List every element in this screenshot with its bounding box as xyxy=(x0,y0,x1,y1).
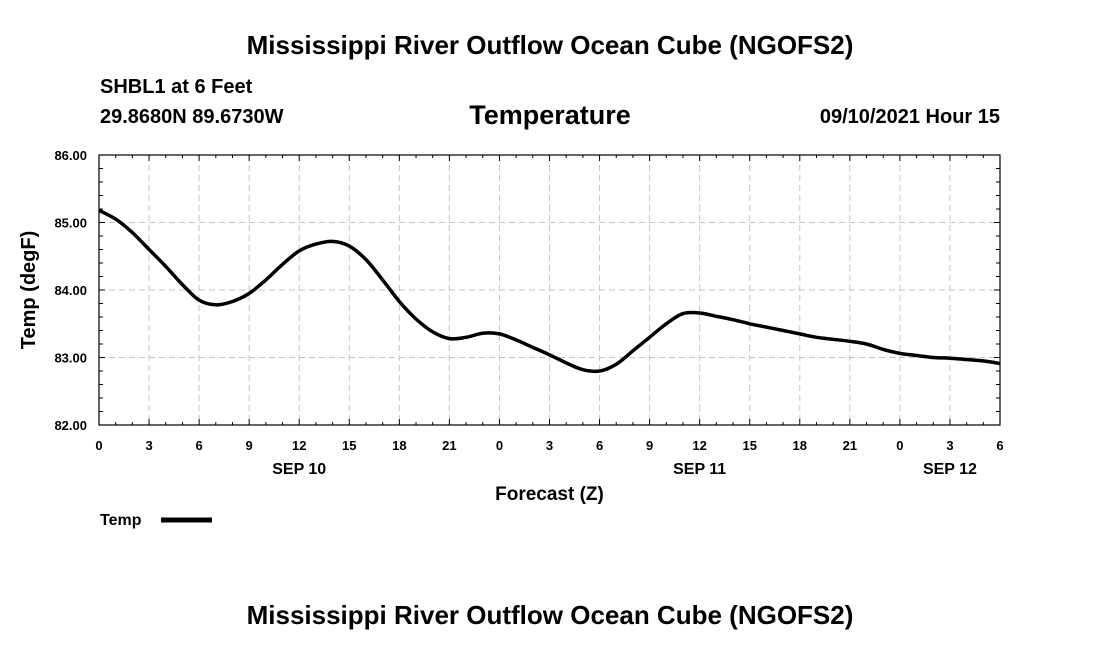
data-point xyxy=(816,337,817,338)
x-tick-label: 18 xyxy=(392,438,406,453)
data-point xyxy=(666,323,667,324)
x-tick-label: 3 xyxy=(946,438,953,453)
x-tick-label: 15 xyxy=(342,438,356,453)
x-tick-label: 0 xyxy=(95,438,102,453)
data-point xyxy=(399,301,400,302)
station-name: SHBL1 at 6 Feet xyxy=(100,76,253,98)
data-point xyxy=(883,349,884,350)
data-point xyxy=(1000,363,1001,364)
x-tick-label: 21 xyxy=(843,438,857,453)
data-point xyxy=(249,293,250,294)
date-label: SEP 11 xyxy=(673,461,726,478)
x-tick-label: 12 xyxy=(692,438,706,453)
data-point xyxy=(616,364,617,365)
y-axis-label: Temp (degF) xyxy=(18,231,40,350)
data-point xyxy=(866,344,867,345)
data-point xyxy=(632,350,633,351)
data-point xyxy=(99,210,100,211)
data-point xyxy=(966,359,967,360)
x-tick-label: 9 xyxy=(646,438,653,453)
main-title: Mississippi River Outflow Ocean Cube (NG… xyxy=(246,30,854,60)
data-point xyxy=(599,371,600,372)
data-point xyxy=(783,330,784,331)
data-point xyxy=(766,327,767,328)
data-point xyxy=(933,357,934,358)
data-point xyxy=(232,301,233,302)
data-point xyxy=(315,244,316,245)
date-label: SEP 10 xyxy=(272,461,326,478)
data-point xyxy=(799,333,800,334)
data-point xyxy=(265,279,266,280)
data-point xyxy=(532,347,533,348)
data-point xyxy=(449,338,450,339)
legend-label: Temp xyxy=(100,512,142,529)
x-tick-label: 15 xyxy=(742,438,756,453)
data-point xyxy=(833,339,834,340)
data-point xyxy=(949,358,950,359)
data-point xyxy=(699,312,700,313)
data-point xyxy=(132,232,133,233)
y-tick-label: 84.00 xyxy=(54,283,87,298)
data-point xyxy=(165,266,166,267)
data-point xyxy=(733,319,734,320)
data-point xyxy=(983,360,984,361)
x-tick-label: 21 xyxy=(442,438,456,453)
x-tick-label: 3 xyxy=(546,438,553,453)
data-point xyxy=(199,300,200,301)
footer-title: Mississippi River Outflow Ocean Cube (NG… xyxy=(246,600,854,630)
data-point xyxy=(466,337,467,338)
x-tick-label: 6 xyxy=(996,438,1003,453)
x-tick-label: 6 xyxy=(596,438,603,453)
chart-title: Temperature xyxy=(469,100,631,130)
date-label: SEP 12 xyxy=(923,461,977,478)
data-point xyxy=(432,331,433,332)
x-tick-label: 6 xyxy=(195,438,202,453)
data-point xyxy=(349,246,350,247)
data-point xyxy=(215,304,216,305)
data-point xyxy=(682,313,683,314)
y-tick-label: 83.00 xyxy=(54,351,87,366)
data-point xyxy=(182,284,183,285)
data-point xyxy=(549,354,550,355)
data-point xyxy=(649,337,650,338)
series-line-temp xyxy=(98,208,1001,374)
data-point xyxy=(566,362,567,363)
data-point xyxy=(582,369,583,370)
x-tick-label: 12 xyxy=(292,438,306,453)
data-point xyxy=(749,323,750,324)
y-tick-label: 82.00 xyxy=(54,418,87,433)
data-point xyxy=(149,249,150,250)
forecast-time: 09/10/2021 Hour 15 xyxy=(819,106,1000,128)
data-point xyxy=(299,250,300,251)
data-point xyxy=(849,341,850,342)
data-point xyxy=(716,316,717,317)
data-point xyxy=(899,353,900,354)
data-point xyxy=(416,319,417,320)
x-tick-label: 0 xyxy=(896,438,903,453)
x-tick-label: 9 xyxy=(246,438,253,453)
x-tick-label: 0 xyxy=(496,438,503,453)
y-tick-label: 86.00 xyxy=(54,148,87,163)
x-tick-label: 3 xyxy=(145,438,152,453)
x-axis-label: Forecast (Z) xyxy=(495,484,604,505)
data-point xyxy=(516,339,517,340)
data-point xyxy=(916,355,917,356)
data-point xyxy=(382,279,383,280)
x-tick-label: 18 xyxy=(793,438,807,453)
plot-frame xyxy=(98,154,1001,426)
y-tick-label: 85.00 xyxy=(54,216,87,231)
data-point xyxy=(365,259,366,260)
station-coords: 29.8680N 89.6730W xyxy=(100,106,284,128)
data-point xyxy=(482,333,483,334)
data-point xyxy=(282,264,283,265)
data-point xyxy=(115,219,116,220)
data-point xyxy=(332,241,333,242)
data-point xyxy=(499,333,500,334)
